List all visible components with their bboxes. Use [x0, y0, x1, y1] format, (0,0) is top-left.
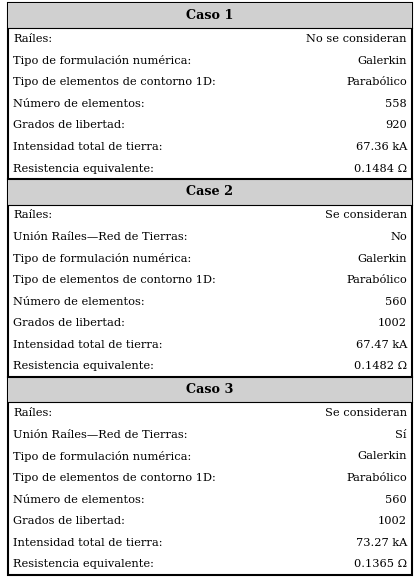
Text: Raíles:: Raíles: [13, 210, 52, 220]
Text: Grados de libertad:: Grados de libertad: [13, 516, 125, 526]
Text: Parabólico: Parabólico [346, 275, 407, 285]
Text: Parabólico: Parabólico [346, 473, 407, 483]
Text: Intensidad total de tierra:: Intensidad total de tierra: [13, 538, 163, 547]
Text: Tipo de elementos de contorno 1D:: Tipo de elementos de contorno 1D: [13, 473, 216, 483]
Text: Raíles:: Raíles: [13, 408, 52, 418]
Text: Número de elementos:: Número de elementos: [13, 297, 144, 307]
Text: Número de elementos:: Número de elementos: [13, 495, 144, 505]
Text: 0.1482 Ω: 0.1482 Ω [354, 361, 407, 371]
Text: 560: 560 [385, 495, 407, 505]
Text: Resistencia equivalente:: Resistencia equivalente: [13, 164, 154, 173]
Text: Case 2: Case 2 [186, 186, 234, 198]
Text: Resistencia equivalente:: Resistencia equivalente: [13, 560, 154, 569]
Text: Galerkin: Galerkin [357, 55, 407, 66]
Text: Grados de libertad:: Grados de libertad: [13, 120, 125, 131]
Text: Tipo de formulación numérica:: Tipo de formulación numérica: [13, 55, 191, 66]
Text: Tipo de elementos de contorno 1D:: Tipo de elementos de contorno 1D: [13, 275, 216, 285]
Text: Intensidad total de tierra:: Intensidad total de tierra: [13, 142, 163, 152]
Text: 558: 558 [385, 99, 407, 109]
Text: Se consideran: Se consideran [325, 408, 407, 418]
Text: 67.36 kA: 67.36 kA [356, 142, 407, 152]
Text: Se consideran: Se consideran [325, 210, 407, 220]
Text: 73.27 kA: 73.27 kA [356, 538, 407, 547]
Text: Caso 1: Caso 1 [186, 9, 234, 22]
Text: Galerkin: Galerkin [357, 451, 407, 461]
Text: Resistencia equivalente:: Resistencia equivalente: [13, 361, 154, 371]
Text: Grados de libertad:: Grados de libertad: [13, 318, 125, 328]
Text: Sí: Sí [396, 430, 407, 440]
Text: Tipo de formulación numérica:: Tipo de formulación numérica: [13, 253, 191, 264]
Text: Tipo de formulación numérica:: Tipo de formulación numérica: [13, 451, 191, 462]
Text: Número de elementos:: Número de elementos: [13, 99, 144, 109]
Text: Unión Raíles—Red de Tierras:: Unión Raíles—Red de Tierras: [13, 430, 187, 440]
Text: No se consideran: No se consideran [307, 34, 407, 44]
Bar [8, 377, 412, 402]
Text: 0.1365 Ω: 0.1365 Ω [354, 560, 407, 569]
Text: 560: 560 [385, 297, 407, 307]
Text: Raíles:: Raíles: [13, 34, 52, 44]
Text: Caso 3: Caso 3 [186, 383, 234, 397]
Text: 67.47 kA: 67.47 kA [356, 340, 407, 350]
Text: No: No [390, 232, 407, 242]
Text: 1002: 1002 [378, 516, 407, 526]
Text: 0.1484 Ω: 0.1484 Ω [354, 164, 407, 173]
Text: 1002: 1002 [378, 318, 407, 328]
Text: Tipo de elementos de contorno 1D:: Tipo de elementos de contorno 1D: [13, 77, 216, 87]
Text: Unión Raíles—Red de Tierras:: Unión Raíles—Red de Tierras: [13, 232, 187, 242]
Text: Galerkin: Galerkin [357, 254, 407, 264]
Text: 920: 920 [385, 120, 407, 131]
Bar [8, 179, 412, 205]
Text: Intensidad total de tierra:: Intensidad total de tierra: [13, 340, 163, 350]
Bar [8, 3, 412, 28]
Text: Parabólico: Parabólico [346, 77, 407, 87]
